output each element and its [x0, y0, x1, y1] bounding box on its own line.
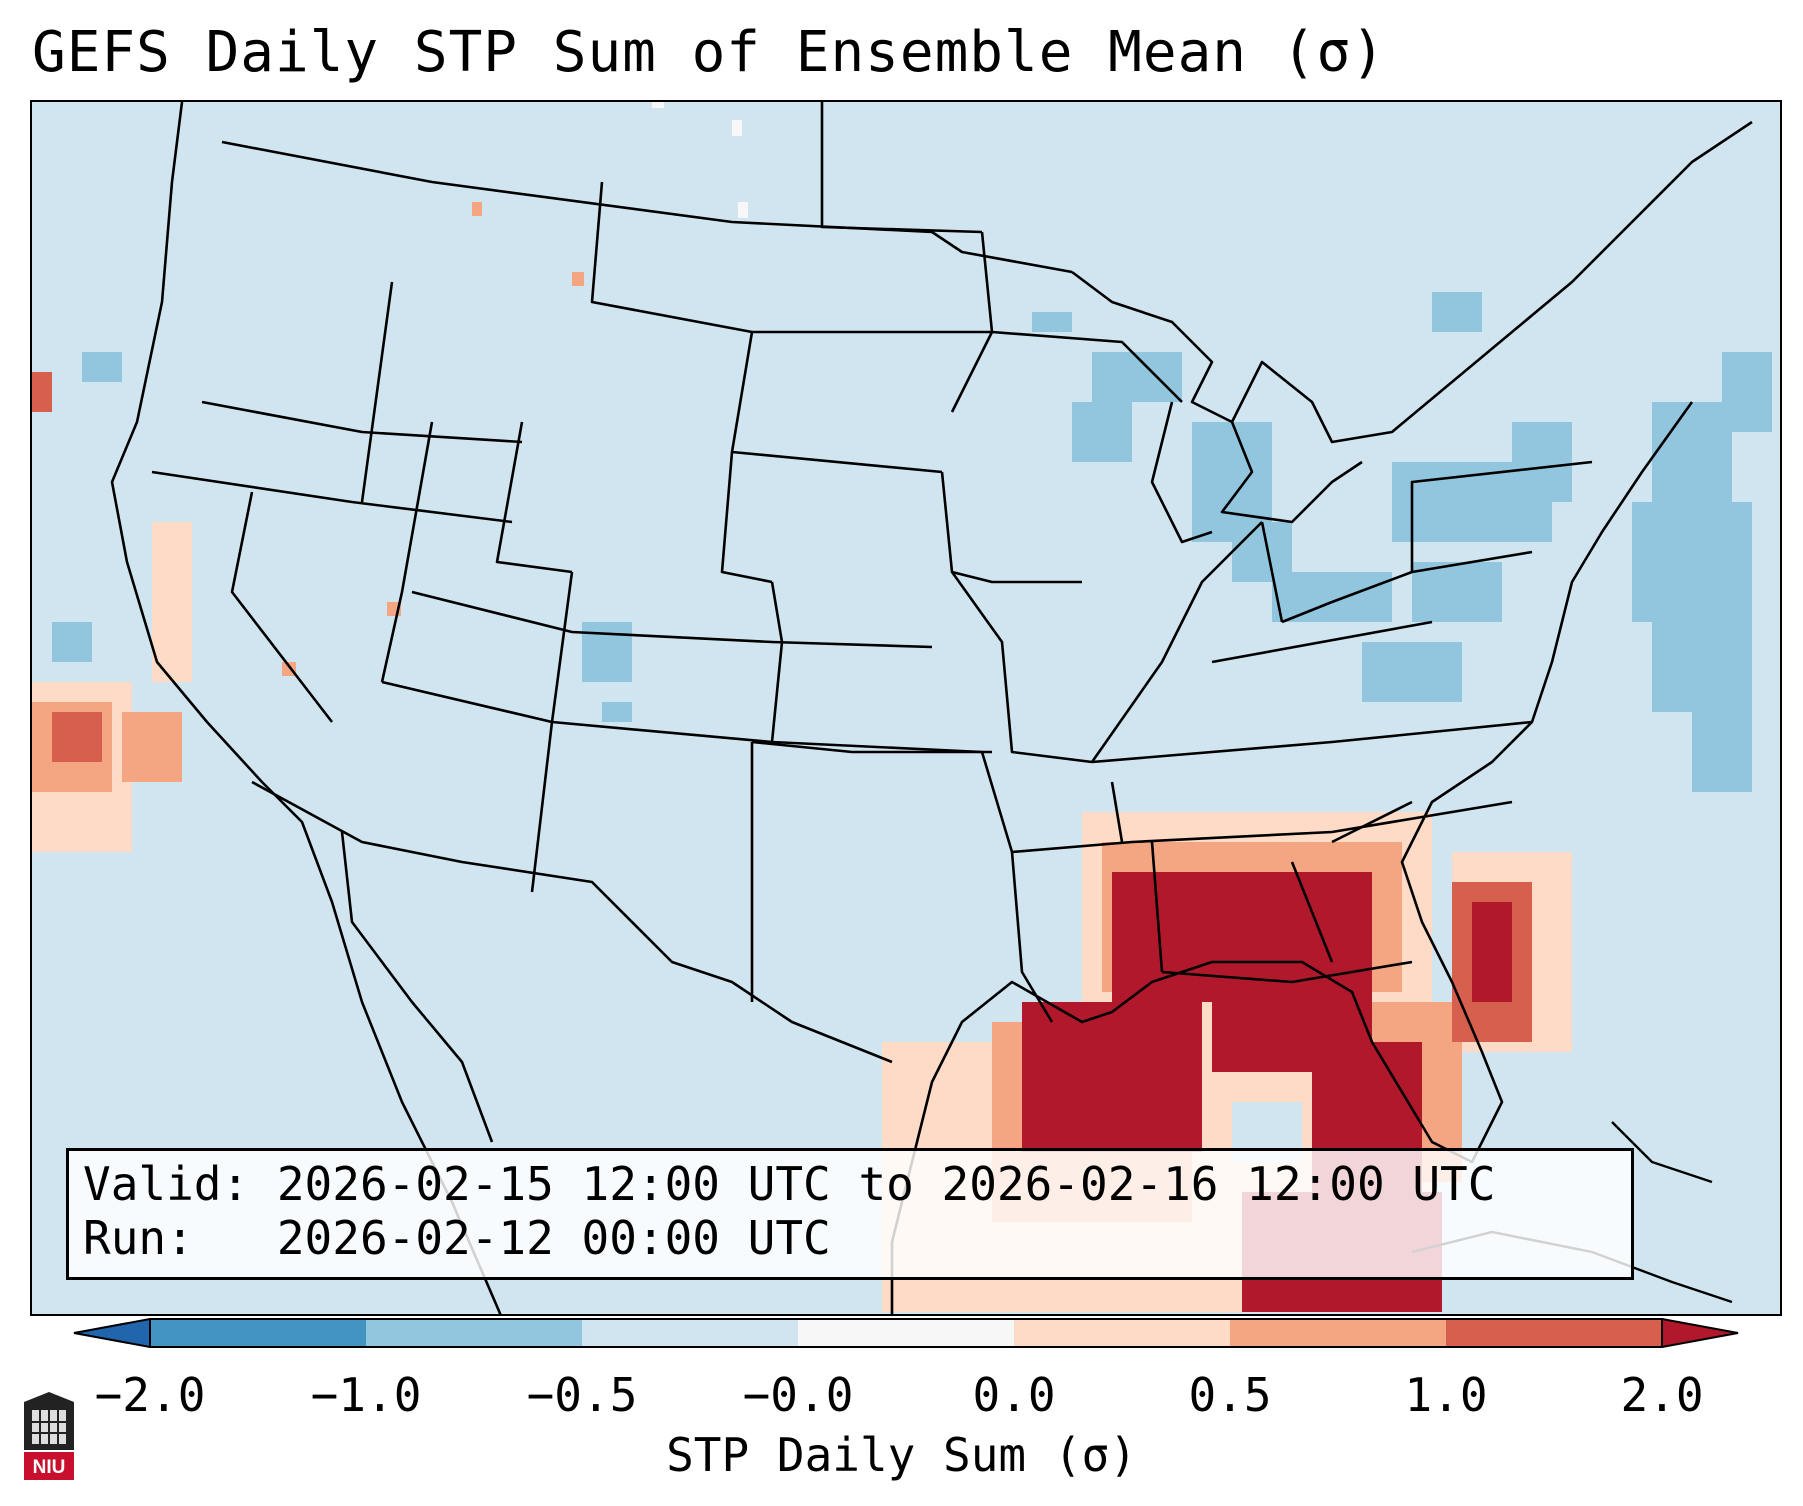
colorbar-outline — [149, 1318, 1663, 1348]
map-canvas — [32, 102, 1772, 1314]
colorbar-bin-0 — [150, 1319, 366, 1347]
colorbar — [73, 1318, 1739, 1348]
niu-logo-icon: NIU — [24, 1392, 74, 1480]
colorbar-extend-high — [1661, 1318, 1739, 1348]
colorbar-tick-label: 0.0 — [972, 1368, 1056, 1422]
colorbar-bin-2 — [582, 1319, 798, 1347]
valid-time-text: Valid: 2026-02-15 12:00 UTC to 2026-02-1… — [83, 1157, 1496, 1211]
negative-anomaly-fields — [52, 292, 1772, 792]
positive-anomaly-fields — [32, 202, 1572, 1312]
colorbar-bin-5 — [1230, 1319, 1446, 1347]
colorbar-label: STP Daily Sum (σ) — [666, 1428, 1137, 1482]
map-title: GEFS Daily STP Sum of Ensemble Mean (σ) — [32, 20, 1386, 85]
colorbar-tick-label: −2.0 — [94, 1368, 206, 1422]
near-zero-fields — [652, 102, 748, 218]
colorbar-bin-4 — [1014, 1319, 1230, 1347]
colorbar-tick-label: 1.0 — [1404, 1368, 1488, 1422]
valid-run-info-box: Valid: 2026-02-15 12:00 UTC to 2026-02-1… — [66, 1148, 1634, 1280]
map-panel — [30, 100, 1782, 1316]
colorbar-tick-label: −1.0 — [310, 1368, 422, 1422]
colorbar-tick-label: −0.5 — [526, 1368, 638, 1422]
colorbar-bin-3 — [798, 1319, 1014, 1347]
colorbar-tick-label: −0.0 — [742, 1368, 854, 1422]
run-time-text: Run: 2026-02-12 00:00 UTC — [83, 1211, 831, 1265]
colorbar-tick-label: 2.0 — [1620, 1368, 1704, 1422]
logo-text: NIU — [33, 1457, 66, 1478]
colorbar-extend-low — [73, 1318, 151, 1348]
colorbar-tick-label: 0.5 — [1188, 1368, 1272, 1422]
colorbar-bin-6 — [1446, 1319, 1662, 1347]
map-boundaries — [110, 102, 1753, 1314]
colorbar-bin-1 — [366, 1319, 582, 1347]
